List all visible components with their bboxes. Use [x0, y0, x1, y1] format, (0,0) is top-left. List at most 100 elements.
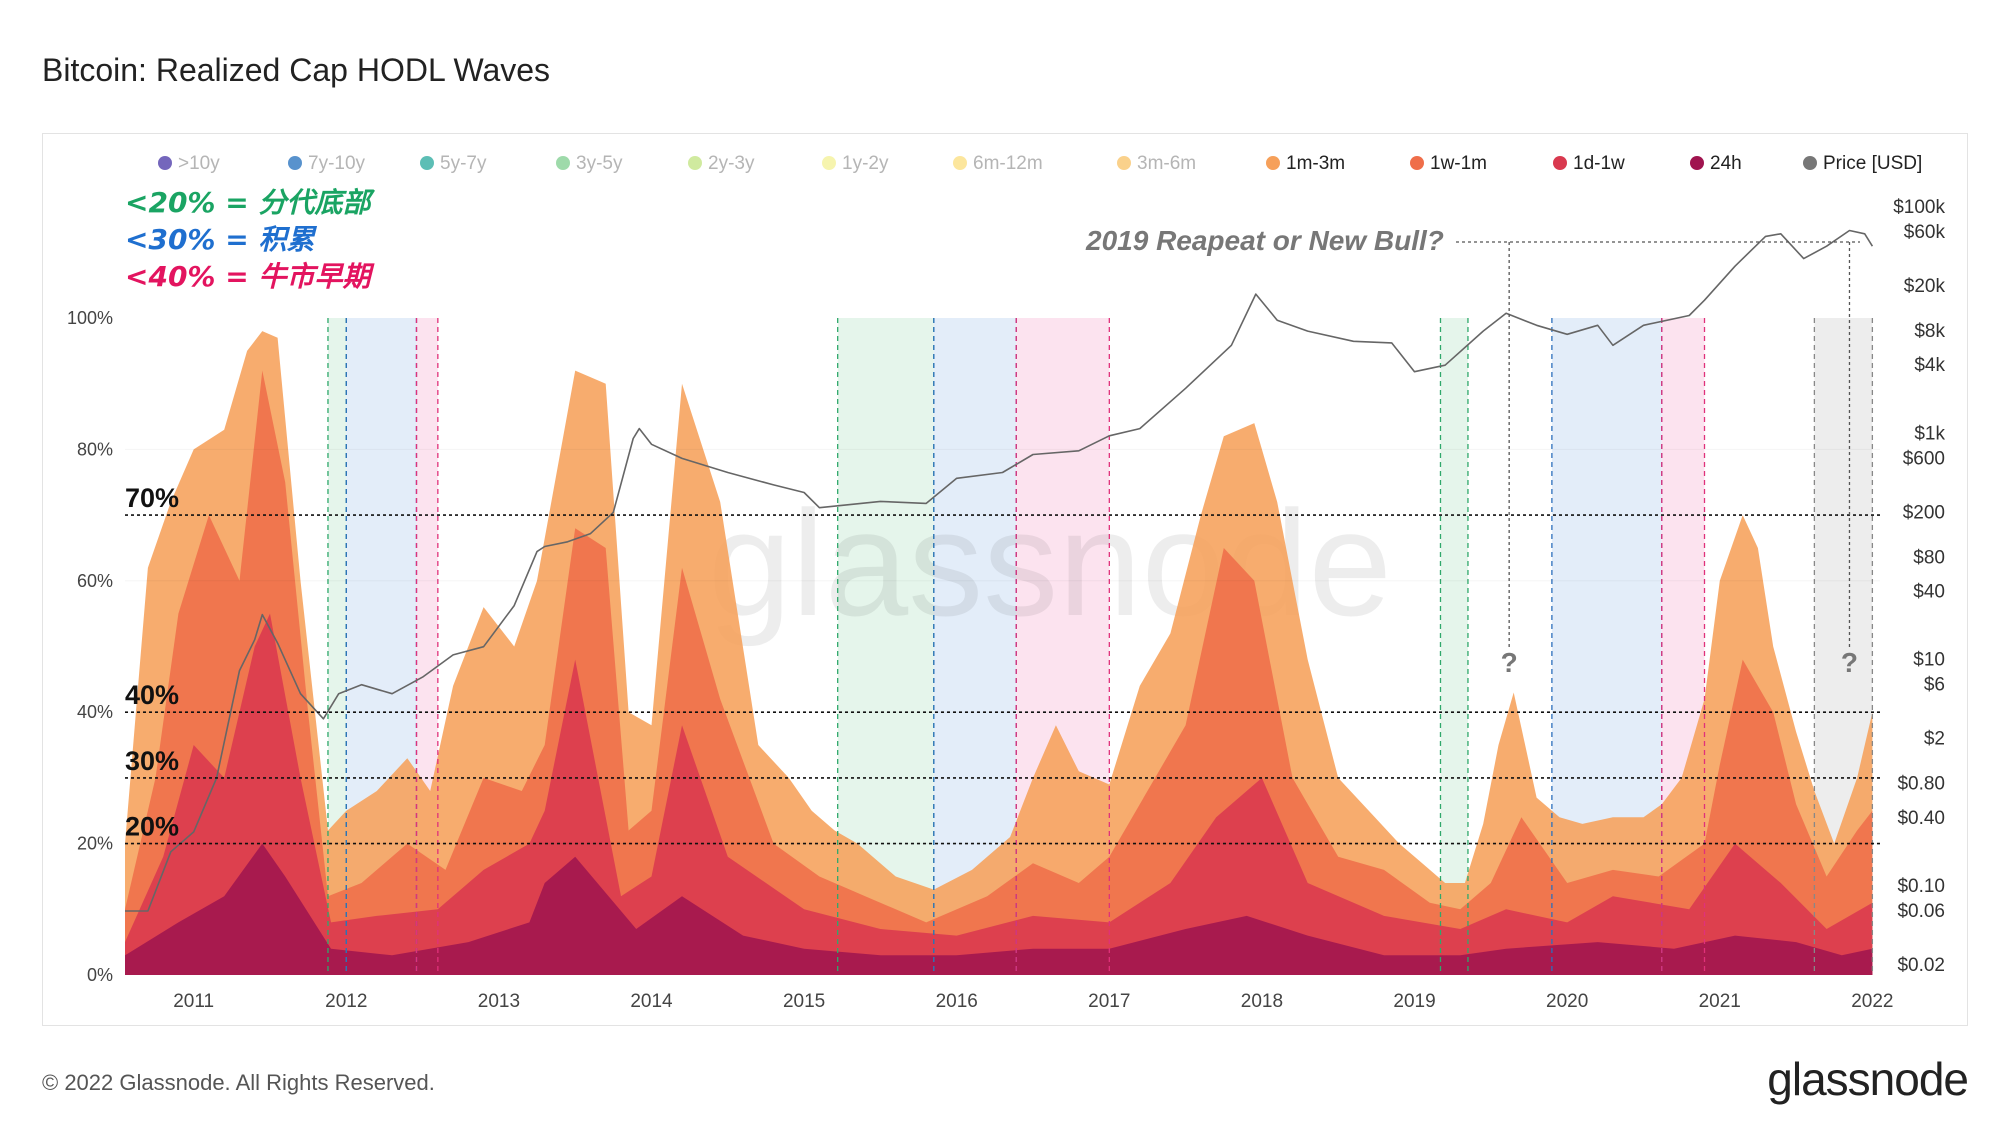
- legend-label: 3m-6m: [1137, 153, 1197, 174]
- footer-copyright: © 2022 Glassnode. All Rights Reserved.: [42, 1070, 435, 1095]
- legend-swatch: [1803, 156, 1817, 170]
- y-axis-right-tick: $10: [1913, 650, 1945, 671]
- y-axis-left-tick: 40%: [77, 702, 113, 722]
- price-line: [125, 229, 1874, 912]
- y-axis-right-tick: $0.10: [1897, 876, 1945, 897]
- y-axis-right-tick: $8k: [1914, 321, 1945, 342]
- y-axis-right-tick: $1k: [1914, 423, 1945, 444]
- y-axis-right-tick: $600: [1903, 448, 1945, 469]
- region-bottom: [1440, 318, 1468, 975]
- legend-item[interactable]: 6m-12m: [953, 153, 1043, 175]
- callout-text: <40% = 牛市早期: [125, 260, 375, 293]
- y-axis-right-tick: $80: [1913, 547, 1945, 568]
- y-axis-right-tick: $0.06: [1897, 901, 1945, 922]
- y-axis-left-tick: 100%: [67, 308, 113, 328]
- series-layer: [125, 331, 1873, 976]
- region-bottom: [327, 318, 347, 975]
- price-layer: [125, 229, 1874, 912]
- legend-item[interactable]: 1d-1w: [1553, 153, 1625, 175]
- legend-label: 1y-2y: [842, 153, 889, 174]
- y-axis-left-tick: 0%: [87, 965, 113, 985]
- legend-item[interactable]: 5y-7y: [420, 153, 486, 175]
- y-axis-right-tick: $40: [1913, 581, 1945, 602]
- x-axis-tick: 2016: [936, 991, 978, 1012]
- legend-item[interactable]: 3y-5y: [556, 153, 622, 175]
- legend-item[interactable]: 24h: [1690, 153, 1742, 175]
- callout-text: <30% = 积累: [125, 223, 317, 256]
- question-annotation: 2019 Reapeat or New Bull?: [1085, 225, 1444, 256]
- axes-layer: 100% 80% 60% 40% 20% 0% 2011 2012 2013 2014 2015 20…: [67, 197, 1946, 1012]
- legend-label: 6m-12m: [973, 153, 1043, 174]
- legend-swatch: [1690, 156, 1704, 170]
- series-area-24h: [125, 843, 1873, 975]
- y-axis-left-tick: 80%: [77, 439, 113, 459]
- legend-swatch: [556, 156, 570, 170]
- threshold-label: 20%: [125, 812, 179, 842]
- legend-label: 1m-3m: [1286, 153, 1346, 174]
- x-axis-tick: 2013: [478, 991, 520, 1012]
- x-axis-tick: 2019: [1393, 991, 1435, 1012]
- region-lines-layer: [327, 318, 1874, 975]
- y-axis-right-tick: $0.02: [1897, 955, 1945, 976]
- legend-item[interactable]: >10y: [158, 153, 220, 175]
- y-axis-right-tick: $100k: [1893, 197, 1945, 218]
- legend-item[interactable]: 2y-3y: [688, 153, 754, 175]
- legend-label: 1d-1w: [1573, 153, 1625, 174]
- x-axis-tick: 2020: [1546, 991, 1588, 1012]
- legend-label: 24h: [1710, 153, 1742, 174]
- legend-swatch: [420, 156, 434, 170]
- legend-swatch: [288, 156, 302, 170]
- legend-item[interactable]: 1y-2y: [822, 153, 888, 175]
- y-axis-right-tick: $200: [1903, 502, 1945, 523]
- threshold-label: 70%: [125, 483, 179, 513]
- y-axis-right-tick: $0.40: [1897, 808, 1945, 829]
- legend-item[interactable]: 3m-6m: [1117, 153, 1196, 175]
- x-axis-tick: 2017: [1088, 991, 1130, 1012]
- legend-label: Price [USD]: [1823, 153, 1923, 174]
- legend-swatch: [953, 156, 967, 170]
- legend-swatch: [158, 156, 172, 170]
- x-axis-tick: 2018: [1241, 991, 1283, 1012]
- x-axis-tick: 2015: [783, 991, 825, 1012]
- y-axis-left-tick: 60%: [77, 571, 113, 591]
- threshold-label: 30%: [125, 746, 179, 776]
- y-axis-right-tick: $20k: [1904, 276, 1946, 297]
- x-axis-tick: 2014: [630, 991, 673, 1012]
- legend-item[interactable]: 1w-1m: [1410, 153, 1487, 175]
- legend-swatch: [1117, 156, 1131, 170]
- legend-label: >10y: [178, 153, 220, 174]
- y-axis-right-tick: $60k: [1904, 222, 1946, 243]
- y-axis-right-tick: $0.80: [1897, 774, 1945, 795]
- x-axis-tick: 2012: [325, 991, 367, 1012]
- callout-text: <20% = 分代底部: [125, 186, 375, 219]
- footer-logo: glassnode: [1767, 1053, 1969, 1105]
- x-axis-tick: 2021: [1699, 991, 1741, 1012]
- legend-item[interactable]: 1m-3m: [1266, 153, 1345, 175]
- legend-swatch: [1410, 156, 1424, 170]
- legend-label: 3y-5y: [576, 153, 623, 174]
- y-axis-right-tick: $4k: [1914, 355, 1945, 376]
- legend-swatch: [688, 156, 702, 170]
- threshold-layer: 70% 40% 30% 20%: [125, 483, 1880, 845]
- legend-label: 5y-7y: [440, 153, 487, 174]
- legend-swatch: [1553, 156, 1567, 170]
- question-mark: ?: [1501, 647, 1518, 678]
- legend-item[interactable]: 7y-10y: [288, 153, 365, 175]
- chart-frame: [42, 133, 1968, 1026]
- x-axis-tick: 2022: [1851, 991, 1893, 1012]
- y-axis-left-tick: 20%: [77, 834, 113, 854]
- legend-swatch: [1266, 156, 1280, 170]
- legend-item[interactable]: Price [USD]: [1803, 153, 1922, 175]
- legend-swatch: [822, 156, 836, 170]
- y-axis-right-tick: $6: [1924, 675, 1945, 696]
- legend-label: 2y-3y: [708, 153, 755, 174]
- x-axis-tick: 2011: [173, 991, 214, 1012]
- question-mark: ?: [1841, 647, 1858, 678]
- threshold-label: 40%: [125, 680, 179, 710]
- regions-layer: [327, 318, 1873, 975]
- chart-title: Bitcoin: Realized Cap HODL Waves: [42, 52, 551, 88]
- legend-label: 1w-1m: [1430, 153, 1488, 174]
- annotation-layer: <20% = 分代底部 <30% = 积累 <40% = 牛市早期 2019 Reap…: [125, 186, 1860, 678]
- y-axis-right-tick: $2: [1924, 729, 1945, 750]
